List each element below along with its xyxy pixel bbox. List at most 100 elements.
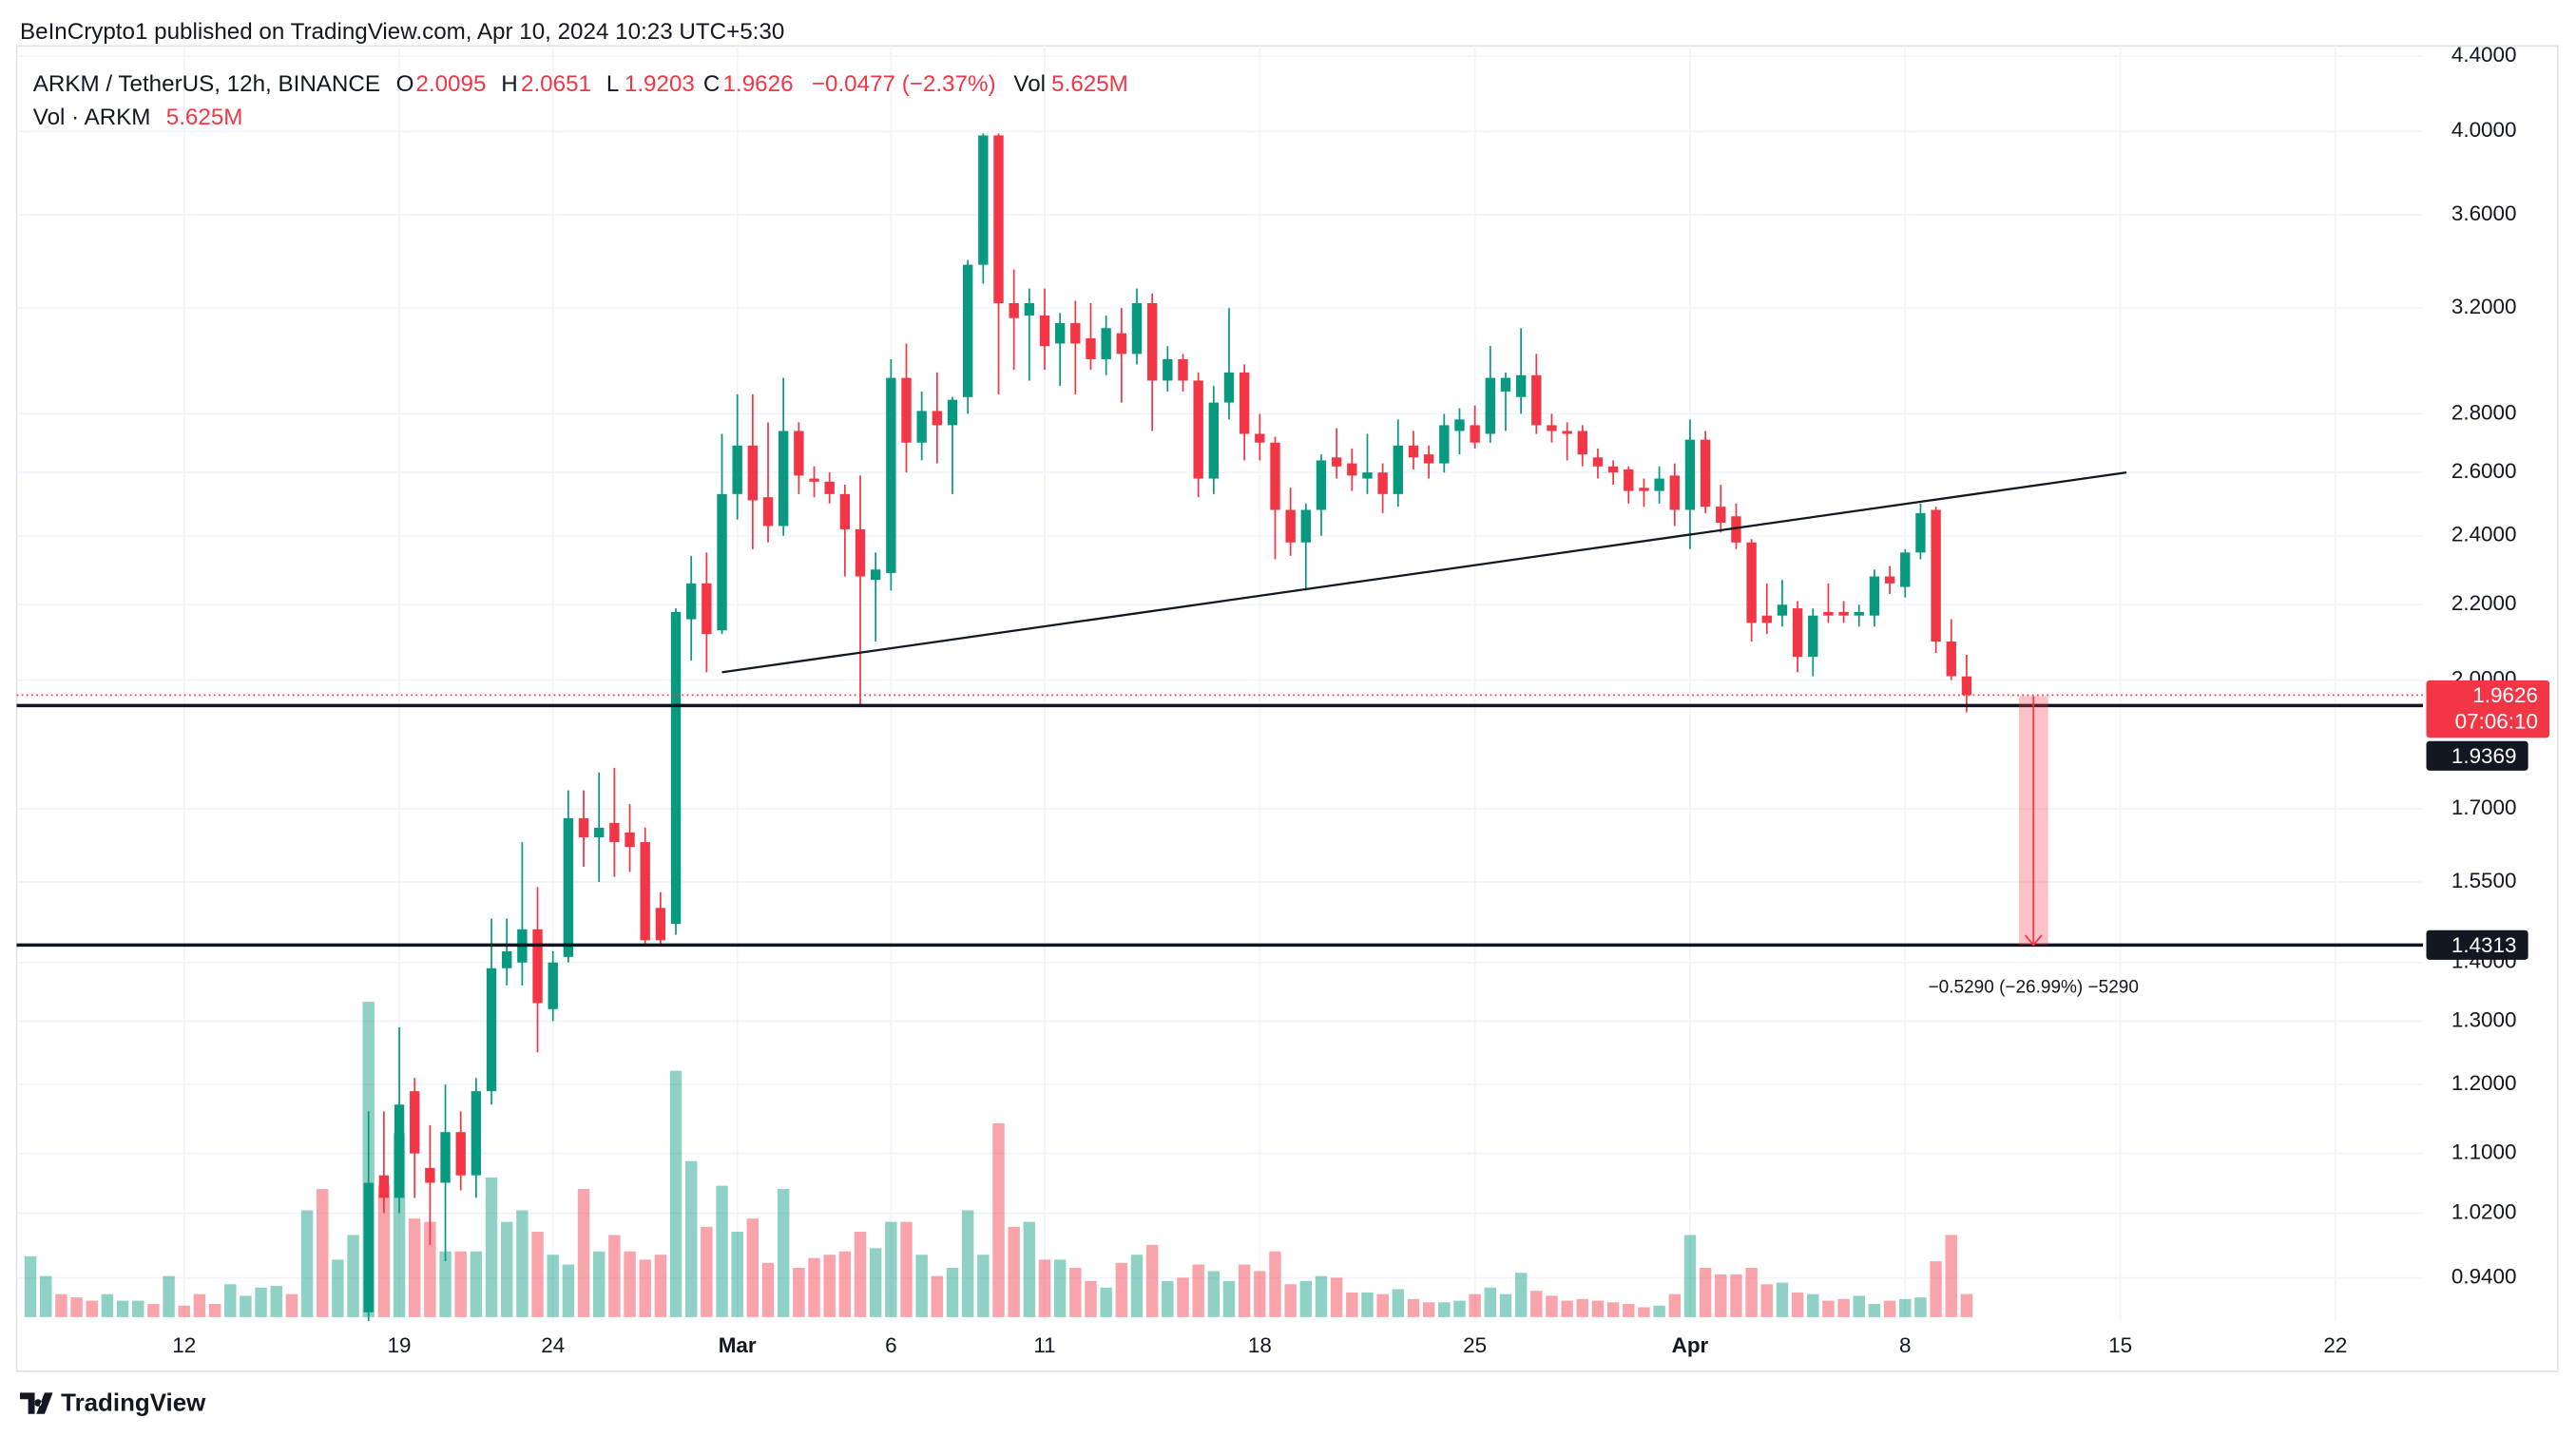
candle-body (1285, 509, 1296, 543)
x-tick-label: 19 (388, 1333, 412, 1357)
candle-body (1915, 512, 1926, 553)
volume-bar (1361, 1292, 1374, 1317)
candle-body (947, 399, 958, 426)
volume-bar (915, 1255, 928, 1317)
candle-body (1746, 542, 1757, 623)
header: BeInCrypto1 published on TradingView.com… (20, 19, 784, 45)
candle-body (1070, 322, 1081, 344)
price-tag-label: 1.9626 (2472, 683, 2538, 707)
candle-body (486, 968, 497, 1092)
candle-body (886, 377, 896, 573)
volume-bar (946, 1268, 959, 1317)
legend-vol: Vol (1013, 71, 1046, 97)
candle-body (1562, 431, 1572, 434)
candle-body (1408, 445, 1419, 458)
volume-bar (1653, 1305, 1665, 1317)
level-tag-label: 1.4313 (2451, 933, 2517, 957)
volume-bar (1130, 1255, 1144, 1317)
candle-body (455, 1132, 466, 1176)
volume-bar (1453, 1300, 1466, 1317)
candle-body (1470, 425, 1480, 443)
candle-body (1639, 488, 1649, 491)
candle-body (1146, 302, 1158, 381)
candle-body (1024, 302, 1035, 316)
candle-body (779, 431, 789, 527)
volume-bar (1222, 1280, 1236, 1317)
volume-bar (1115, 1262, 1128, 1317)
volume-bar (1145, 1244, 1159, 1317)
volume-bar (1085, 1280, 1097, 1317)
legend-symbol: ARKM / TetherUS, 12h, BINANCE (33, 71, 380, 97)
volume-bar (1284, 1284, 1297, 1317)
volume-bar (669, 1070, 682, 1317)
volume-bar (684, 1160, 698, 1317)
legend-o: O (396, 71, 414, 97)
candle-body (1884, 576, 1895, 584)
volume-bar (1930, 1261, 1942, 1317)
y-tick-label: 1.2000 (2451, 1071, 2517, 1095)
level-tag-label: 1.9369 (2451, 744, 2517, 768)
volume-bar (1469, 1293, 1481, 1317)
volume-bar (270, 1286, 282, 1317)
candle-body (1531, 374, 1542, 426)
volume-bar (838, 1251, 852, 1317)
volume-bar (240, 1295, 252, 1317)
legend-open: 2.0095 (415, 71, 486, 97)
y-tick-label: 1.1000 (2451, 1140, 2517, 1164)
indicator-name: Vol · ARKM (33, 105, 151, 130)
volume-bar (300, 1210, 314, 1317)
candle-body (1054, 322, 1066, 344)
y-tick-label: 4.4000 (2451, 43, 2517, 67)
volume-bar (547, 1255, 559, 1317)
volume-bar (1514, 1273, 1528, 1317)
volume-bar (1668, 1293, 1682, 1317)
candle-body (1039, 316, 1050, 347)
volume-bar (1960, 1293, 1973, 1317)
x-tick-label: 8 (1899, 1333, 1912, 1357)
candle-body (1854, 611, 1864, 616)
level-tag (2426, 740, 2528, 771)
candle-body (1515, 374, 1527, 397)
y-tick-label: 2.8000 (2451, 400, 2517, 424)
volume-bar (823, 1255, 836, 1317)
candle-body (1009, 302, 1019, 318)
volume-bar (1346, 1292, 1358, 1317)
candle-body (870, 569, 881, 581)
candle-body (1316, 460, 1327, 510)
y-tick-label: 1.0200 (2451, 1199, 2517, 1223)
volume-bar (408, 1218, 421, 1317)
footer-logo: TradingView (19, 1389, 206, 1416)
volume-bar (531, 1232, 544, 1317)
volume-bar (1699, 1268, 1712, 1317)
y-tick-label: 3.6000 (2451, 201, 2517, 225)
candle-body (1178, 358, 1188, 381)
candle-body (1500, 377, 1511, 392)
volume-bar (746, 1218, 759, 1317)
candle-body (1961, 676, 1972, 696)
x-tick-label: 25 (1463, 1333, 1487, 1357)
volume-bar (608, 1235, 621, 1317)
candle-body (1900, 552, 1911, 587)
logo-icon (19, 1392, 53, 1414)
volume-bar (885, 1221, 897, 1317)
candle-body (993, 135, 1004, 303)
x-tick-label: 11 (1033, 1333, 1055, 1357)
volume-bar (1315, 1275, 1328, 1317)
x-tick-label: 24 (541, 1333, 565, 1357)
candle-body (1777, 604, 1788, 616)
volume-bar (1499, 1293, 1512, 1317)
volume-bar (808, 1257, 820, 1317)
volume-bar (1807, 1293, 1819, 1317)
volume-bar (1745, 1268, 1758, 1317)
volume-pane (24, 1002, 1973, 1317)
candle-body (1624, 469, 1634, 491)
volume-bar (961, 1210, 974, 1317)
candle-body (378, 1175, 390, 1198)
candle-body (1654, 478, 1664, 491)
measure-arrowhead (2024, 934, 2043, 947)
volume-bar (977, 1255, 990, 1317)
volume-bar (1392, 1289, 1405, 1317)
volume-bar (454, 1251, 467, 1317)
y-tick-label: 1.5500 (2451, 869, 2517, 892)
